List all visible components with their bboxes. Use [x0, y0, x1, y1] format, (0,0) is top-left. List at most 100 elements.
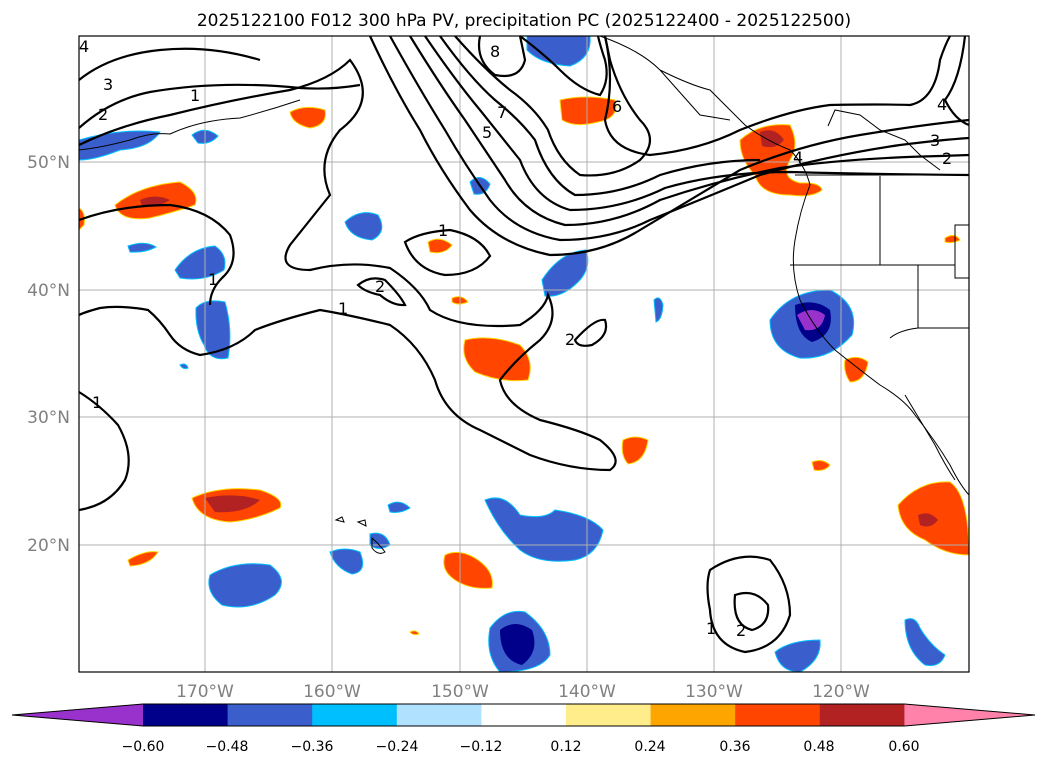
pv-contour	[454, 35, 652, 177]
colorbar-swatch	[650, 704, 736, 726]
contour-labels: 3 2 1 8 7 5 6 4 3 2 4 1 1 2 1 2 1 1 2 4	[79, 37, 952, 640]
lat-label: 40°N	[27, 281, 70, 301]
precip-neg-region	[78, 130, 161, 161]
precip-neg-region	[774, 639, 821, 673]
contour-label: 7	[497, 103, 507, 122]
precip-neg-region	[387, 501, 411, 513]
pv-contour	[78, 391, 130, 512]
contour-label: 6	[612, 97, 622, 116]
colorbar-swatch	[396, 704, 482, 726]
contour-label: 2	[98, 105, 108, 124]
contour-label: 2	[942, 149, 952, 168]
precip-pos-region	[463, 337, 531, 382]
pv-contour	[409, 35, 970, 227]
contour-label: 1	[706, 619, 716, 638]
precip-neg-region	[344, 212, 383, 241]
contour-label: 1	[338, 299, 348, 318]
contour-label: 8	[490, 42, 500, 61]
contour-label: 5	[482, 123, 492, 142]
contour-label: 2	[565, 330, 575, 349]
contour-label: 1	[190, 86, 200, 105]
precip-pos-region	[944, 234, 961, 244]
colorbar-swatch	[735, 704, 821, 726]
precip-neg-region	[329, 548, 364, 575]
colorbar-swatch	[481, 704, 567, 726]
precip-neg-region	[904, 618, 946, 666]
pv-contour	[477, 35, 527, 78]
contour-label: 4	[793, 148, 803, 167]
lat-label: 30°N	[27, 408, 70, 428]
precip-pos-region	[127, 551, 159, 567]
colorbar-extend-max	[904, 704, 1035, 726]
pv-contour	[424, 35, 970, 212]
colorbar-swatch	[819, 704, 905, 726]
pv-contour	[78, 83, 361, 129]
pv-contour	[369, 35, 970, 257]
pv-contour	[706, 555, 792, 654]
pv-contour	[78, 58, 617, 472]
colorbar-tick-label: 0.60	[888, 739, 919, 755]
precip-neg-region	[179, 363, 189, 370]
colorbar-tick-label: 0.24	[634, 739, 665, 755]
colorbar-tick-label: 0.48	[803, 739, 834, 755]
precip-pos-region	[844, 356, 869, 383]
precip-pos-region	[760, 130, 784, 148]
precip-neg-region	[526, 35, 591, 67]
contour-label: 3	[103, 75, 113, 94]
colorbar-tick-label: −0.60	[122, 739, 165, 755]
contour-label: 3	[930, 131, 940, 150]
precip-neg-region	[541, 249, 589, 297]
colorbar-tick-label: 0.36	[719, 739, 750, 755]
latitude-labels: 50°N 40°N 30°N 20°N	[27, 153, 70, 556]
precip-neg-region	[127, 242, 157, 253]
colorbar-outline	[11, 703, 1036, 727]
colorbar-ticks: −0.60 −0.48 −0.36 −0.24 −0.12 0.12 0.24 …	[122, 739, 920, 755]
lat-label: 20°N	[27, 536, 70, 556]
lon-label: 160°W	[303, 682, 361, 702]
colorbar-tick-label: −0.12	[460, 739, 503, 755]
map-panel: 3 2 1 8 7 5 6 4 3 2 4 1 1 2 1 2 1 1 2 4	[78, 35, 970, 673]
precip-neg-region	[653, 297, 664, 323]
pv-contour	[733, 591, 770, 632]
figure-title: 2025122100 F012 300 hPa PV, precipitatio…	[197, 11, 851, 31]
lat-label: 50°N	[27, 153, 70, 173]
precip-pos-region	[289, 106, 326, 129]
colorbar-tick-label: −0.48	[206, 739, 249, 755]
pv-contours	[78, 35, 970, 654]
colorbar-tick-label: 0.12	[550, 739, 581, 755]
precip-pos-region	[811, 460, 831, 471]
colorbar-swatch	[312, 704, 398, 726]
colorbar-swatches	[11, 703, 1036, 727]
precip-pos-region	[443, 551, 493, 589]
longitude-labels: 170°W 160°W 150°W 140°W 130°W 120°W	[176, 682, 870, 702]
precip-pos-region	[427, 238, 453, 254]
colorbar: −0.60 −0.48 −0.36 −0.24 −0.12 0.12 0.24 …	[11, 703, 1036, 755]
precip-pos-region	[140, 196, 170, 207]
lon-label: 130°W	[685, 682, 743, 702]
colorbar-swatch	[566, 704, 652, 726]
colorbar-tick-label: −0.24	[376, 739, 419, 755]
contour-label: 1	[208, 270, 218, 289]
pv-contour	[78, 47, 261, 81]
contour-label: 1	[438, 221, 448, 240]
pv-contour	[356, 277, 407, 307]
colorbar-tick-label: −0.36	[291, 739, 334, 755]
contour-label: 1	[92, 393, 102, 412]
precip-pos-region	[739, 124, 823, 197]
precip-neg-region	[208, 563, 282, 608]
pv-contour	[519, 35, 608, 97]
precip-neg-region	[500, 624, 535, 665]
contour-label: 2	[375, 277, 385, 296]
precip-pos-region	[918, 513, 938, 527]
lon-label: 170°W	[176, 682, 234, 702]
colorbar-swatch	[143, 704, 229, 726]
pv-contour	[389, 35, 970, 242]
pv-contour	[943, 35, 970, 127]
lon-label: 150°W	[431, 682, 489, 702]
precip-pos-region	[621, 436, 649, 465]
precip-neg-region	[195, 300, 231, 360]
precip-shading	[78, 35, 970, 673]
precip-neg-region	[174, 245, 226, 280]
pv-contour	[439, 35, 761, 197]
